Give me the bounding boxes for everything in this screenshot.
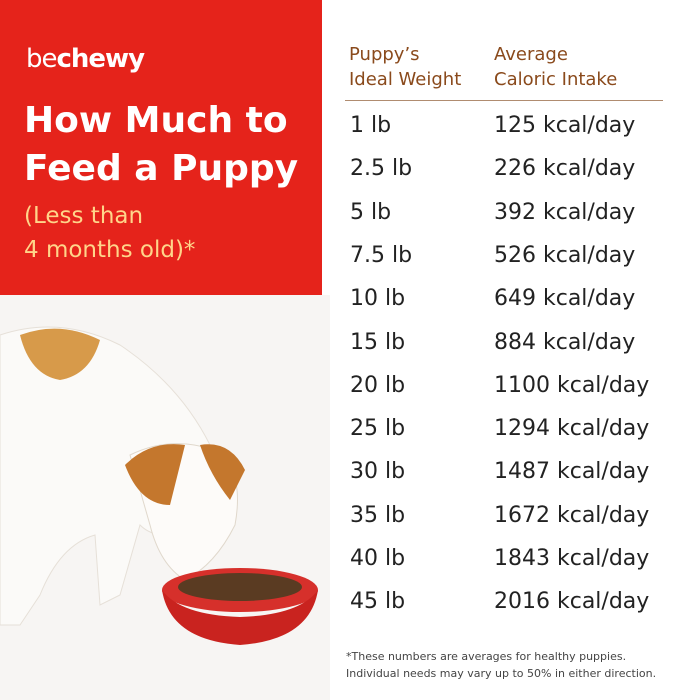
table-cell: 1487 kcal/day [494, 459, 650, 485]
subtitle-line: (Less than [24, 203, 144, 229]
table-cell: 1294 kcal/day [494, 416, 650, 442]
puppy-illustration [0, 295, 330, 700]
table-cell: 5 lb [350, 199, 392, 225]
brand-bold: chewy [56, 44, 146, 74]
table-cell: 526 kcal/day [494, 242, 636, 268]
header-cell: Ideal Weight [349, 69, 462, 90]
table-cell: 20 lb [350, 372, 406, 398]
table-cell: 35 lb [350, 502, 406, 528]
title-line: Feed a Puppy [24, 148, 299, 189]
table-cell: 1672 kcal/day [494, 502, 650, 528]
table-cell: 10 lb [350, 286, 406, 312]
header-cell: Caloric Intake [494, 69, 618, 90]
table-cell: 125 kcal/day [494, 113, 636, 138]
brand-light: be [26, 44, 57, 74]
table-cell: 2.5 lb [350, 156, 413, 182]
table-cell: 7.5 lb [350, 242, 413, 268]
table-cell: 45 lb [350, 589, 406, 615]
header-cell: Average [494, 44, 568, 65]
table-cell: 15 lb [350, 329, 406, 355]
table-cell: 40 lb [350, 546, 406, 571]
header-cell: Puppy’s [349, 44, 420, 65]
table-cell: 649 kcal/day [494, 286, 636, 312]
table-cell: 226 kcal/day [494, 156, 636, 182]
table-cell: 1100 kcal/day [494, 372, 650, 398]
table-cell: 2016 kcal/day [494, 589, 650, 615]
table-cell: 884 kcal/day [494, 329, 636, 355]
table-cell: 1 lb [350, 113, 392, 138]
table-cell: 30 lb [350, 459, 406, 485]
subtitle-line: 4 months old)* [24, 237, 196, 263]
table-cell: 25 lb [350, 416, 406, 442]
header-rule [345, 100, 663, 101]
header-panel [0, 0, 322, 295]
brand-logo: bechewy [26, 44, 146, 74]
table-cell: 392 kcal/day [494, 199, 636, 225]
table-cell: 1843 kcal/day [494, 546, 650, 571]
title-line: How Much to [24, 100, 288, 141]
footnote-line: *These numbers are averages for healthy … [346, 650, 627, 663]
footnote-line: Individual needs may vary up to 50% in e… [346, 667, 657, 680]
